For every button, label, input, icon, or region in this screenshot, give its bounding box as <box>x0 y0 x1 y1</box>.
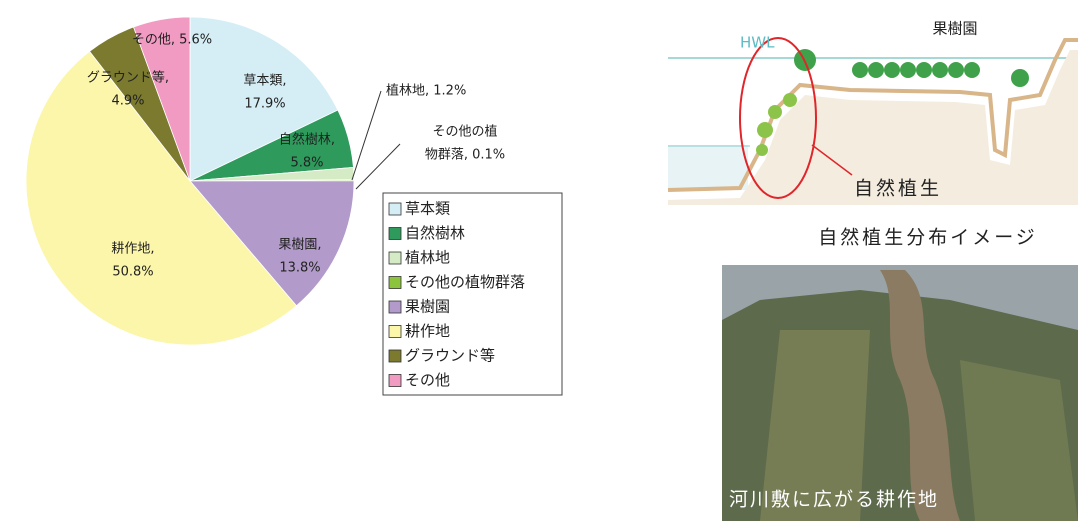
highlight-ellipse <box>739 37 817 199</box>
photo-caption: 河川敷に広がる耕作地 <box>729 489 939 511</box>
legend-label: グラウンド等 <box>405 347 495 365</box>
data-label: 耕作地, 50.8% <box>111 240 154 279</box>
legend-label: その他の植物群落 <box>405 273 525 291</box>
hwl-label: HWL <box>740 34 775 52</box>
pie-slice <box>189 180 355 307</box>
photo-fields <box>760 330 870 521</box>
legend-swatch <box>388 325 402 338</box>
pointer <box>811 144 853 176</box>
legend-label: その他 <box>405 371 450 389</box>
photo-fields-right <box>960 360 1078 521</box>
data-label: 果樹園, 13.8% <box>278 237 321 275</box>
legend-swatch <box>388 349 402 363</box>
water <box>668 145 748 190</box>
data-label: 自然樹林, 5.8% <box>279 131 335 170</box>
leader-line <box>355 143 401 190</box>
illustration: HWL 果樹園 自然植生 自然植生分布イメージ <box>667 0 1078 249</box>
data-label: グラウンド等, 4.9% <box>87 69 169 108</box>
legend-label: 自然樹林 <box>405 224 465 242</box>
legend-swatch <box>388 374 402 387</box>
legend-swatch <box>388 202 402 216</box>
legend-swatch <box>388 227 402 240</box>
illustration-caption: 自然植生分布イメージ <box>818 227 1038 249</box>
legend-swatch <box>388 300 402 314</box>
photo: 河川敷に広がる耕作地 <box>722 265 1078 521</box>
legend-box <box>382 192 563 396</box>
pie-chart: 草本類, 17.9% 自然樹林, 5.8% 植林地, 1.2% その他の植物群落, 0.1… <box>25 16 505 346</box>
data-label: その他の植物群落, 0.1% <box>425 124 505 162</box>
legend-label: 草本類 <box>405 200 450 218</box>
legend-swatch <box>388 276 402 289</box>
pie-slice <box>189 16 339 182</box>
leader-line <box>351 90 382 181</box>
legend-label: 耕作地 <box>405 322 450 340</box>
orchard-label: 果樹園 <box>932 20 977 38</box>
data-label: 植林地, 1.2% <box>386 84 466 99</box>
photo-town <box>722 265 1078 330</box>
data-label: その他, 5.6% <box>132 33 212 48</box>
trees <box>756 49 1029 156</box>
photo-river <box>880 270 960 521</box>
ground <box>668 50 1078 205</box>
legend-label: 植林地 <box>405 249 450 267</box>
legend-swatch <box>388 251 402 265</box>
pie-slice <box>133 16 191 182</box>
data-label: 草本類, 17.9% <box>243 73 286 111</box>
legend-label: 果樹園 <box>405 298 450 316</box>
vegetation-label: 自然植生 <box>854 178 942 200</box>
pie-slice <box>25 50 297 346</box>
